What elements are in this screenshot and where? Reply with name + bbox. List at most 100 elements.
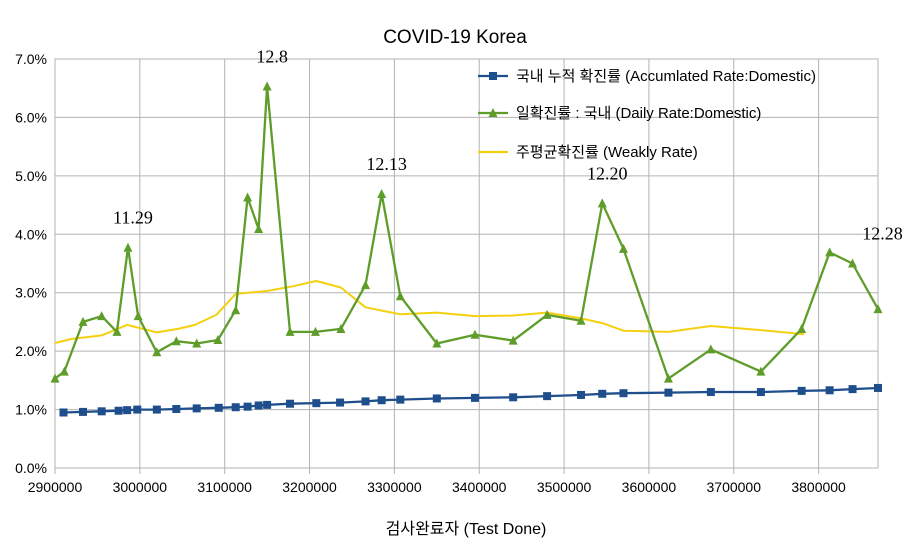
data-point-triangle xyxy=(192,338,202,348)
data-point-triangle xyxy=(756,366,766,376)
y-tick-label: 2.0% xyxy=(15,343,47,359)
x-axis-label: 검사완료자 (Test Done) xyxy=(386,520,547,538)
data-point-square xyxy=(172,404,181,413)
x-tick-label: 3200000 xyxy=(282,479,337,495)
data-point-square xyxy=(214,403,223,412)
data-point-square xyxy=(59,408,68,417)
data-point-triangle xyxy=(262,81,272,91)
legend-item: 일확진률 : 국내 (Daily Rate:Domestic) xyxy=(478,105,761,122)
annotation-label: 12.28 xyxy=(862,224,903,244)
data-point-square xyxy=(577,390,586,399)
series-2 xyxy=(50,81,883,383)
x-axis-ticks: 2900000 3000000 3100000 3200000 3300000 34000… xyxy=(28,479,846,495)
data-point-square xyxy=(336,398,345,407)
data-point-triangle xyxy=(542,309,552,319)
data-point-triangle xyxy=(706,344,716,354)
data-point-square xyxy=(78,407,87,416)
data-point-square xyxy=(377,396,386,405)
data-point-triangle xyxy=(285,326,295,336)
data-point-triangle xyxy=(50,373,60,383)
data-point-triangle xyxy=(59,366,69,376)
data-point-square xyxy=(598,389,607,398)
data-point-square xyxy=(123,406,132,415)
grid xyxy=(54,58,878,474)
data-point-triangle xyxy=(152,347,162,357)
series-1 xyxy=(59,383,882,417)
data-point-square xyxy=(396,395,405,404)
data-point-square xyxy=(152,405,161,414)
y-tick-label: 3.0% xyxy=(15,285,47,301)
data-point-triangle xyxy=(243,192,253,202)
data-point-square xyxy=(509,393,518,402)
data-point-square xyxy=(243,402,252,411)
y-tick-label: 7.0% xyxy=(15,51,47,67)
data-point-triangle xyxy=(254,224,264,234)
data-point-triangle xyxy=(97,311,107,321)
data-point-triangle xyxy=(377,188,387,198)
data-point-square xyxy=(192,404,201,413)
data-point-triangle xyxy=(470,329,480,339)
data-point-triangle xyxy=(123,242,133,252)
legend-item: 국내 누적 확진률 (Accumlated Rate:Domestic) xyxy=(478,68,816,85)
annotation-label: 12.8 xyxy=(256,46,288,66)
x-tick-label: 3500000 xyxy=(537,479,592,495)
x-tick-label: 3400000 xyxy=(452,479,507,495)
data-point-triangle xyxy=(213,335,223,345)
plot-frame xyxy=(54,58,879,469)
data-point-square xyxy=(286,399,295,408)
data-point-square xyxy=(361,397,370,406)
data-point-square xyxy=(756,388,765,397)
data-point-triangle xyxy=(336,323,346,333)
data-point-square xyxy=(848,385,857,394)
x-tick-label: 3000000 xyxy=(113,479,168,495)
y-tick-label: 1.0% xyxy=(15,402,47,418)
data-point-square xyxy=(489,72,497,80)
annotations: 11.29 12.8 12.13 12.20 12.28 xyxy=(113,46,903,243)
x-tick-label: 3800000 xyxy=(791,479,846,495)
data-point-triangle xyxy=(797,323,807,333)
x-tick-label: 3300000 xyxy=(367,479,422,495)
legend-label: 국내 누적 확진률 (Accumlated Rate:Domestic) xyxy=(516,68,816,85)
data-point-square xyxy=(97,407,106,416)
legend-item: 주평균확진률 (Weakly Rate) xyxy=(478,144,698,161)
data-point-square xyxy=(432,394,441,403)
data-point-square xyxy=(470,393,479,402)
data-point-triangle xyxy=(112,326,122,336)
data-point-triangle xyxy=(825,247,835,257)
data-point-triangle xyxy=(395,291,405,301)
data-point-triangle xyxy=(663,373,673,383)
y-tick-label: 4.0% xyxy=(15,226,47,242)
series-line xyxy=(54,280,805,344)
y-tick-label: 6.0% xyxy=(15,109,47,125)
data-point-triangle xyxy=(848,258,858,268)
data-point-square xyxy=(825,386,834,395)
x-tick-label: 3100000 xyxy=(197,479,252,495)
legend-label: 일확진률 : 국내 (Daily Rate:Domestic) xyxy=(516,105,761,122)
data-point-triangle xyxy=(133,311,143,321)
data-point-triangle xyxy=(618,243,628,253)
data-point-triangle xyxy=(171,336,181,346)
x-tick-label: 2900000 xyxy=(28,479,83,495)
legend-label: 주평균확진률 (Weakly Rate) xyxy=(516,144,698,161)
data-point-square xyxy=(619,389,628,398)
annotation-label: 11.29 xyxy=(113,208,153,228)
data-point-triangle xyxy=(310,326,320,336)
annotation-label: 12.20 xyxy=(587,163,628,183)
data-point-triangle xyxy=(361,280,371,290)
data-point-square xyxy=(114,406,123,415)
data-point-square xyxy=(133,405,142,414)
series-line xyxy=(54,85,880,380)
data-point-square xyxy=(706,388,715,397)
data-point-triangle xyxy=(576,315,586,325)
data-point-triangle xyxy=(432,338,442,348)
data-point-square xyxy=(543,392,552,401)
series-3 xyxy=(54,280,805,344)
data-point-square xyxy=(312,399,321,408)
data-point-triangle xyxy=(597,198,607,208)
axes xyxy=(54,58,879,469)
data-point-square xyxy=(263,400,272,409)
x-tick-label: 3600000 xyxy=(622,479,677,495)
data-point-triangle xyxy=(508,335,518,345)
legend: 국내 누적 확진률 (Accumlated Rate:Domestic) 일확진률… xyxy=(478,68,816,161)
